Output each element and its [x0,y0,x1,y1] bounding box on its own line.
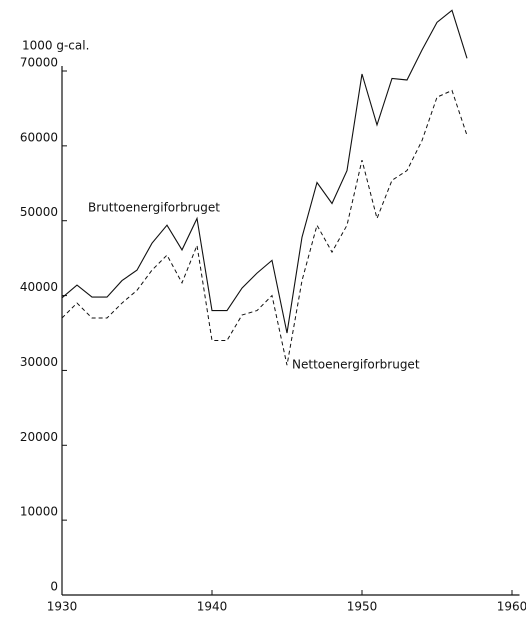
x-tick-label: 1960 [497,600,526,614]
series-label: Nettoenergiforbruget [292,358,420,372]
y-tick-label: 50000 [20,205,58,219]
y-tick-label: 10000 [20,505,58,519]
y-unit-label: 1000 g-cal. [22,39,89,53]
x-tick-label: 1930 [47,600,78,614]
y-tick-label: 70000 [20,56,58,70]
x-tick-label: 1950 [347,600,378,614]
x-tick-label: 1940 [197,600,228,614]
y-tick-label: 60000 [20,130,58,144]
y-tick-label: 30000 [20,355,58,369]
series-line [61,89,468,366]
y-tick-label: 20000 [20,430,58,444]
y-tick-label: 0 [50,580,58,594]
y-tick-label: 40000 [20,280,58,294]
series-line [61,9,468,334]
series-label: Bruttoenergiforbruget [88,201,220,215]
